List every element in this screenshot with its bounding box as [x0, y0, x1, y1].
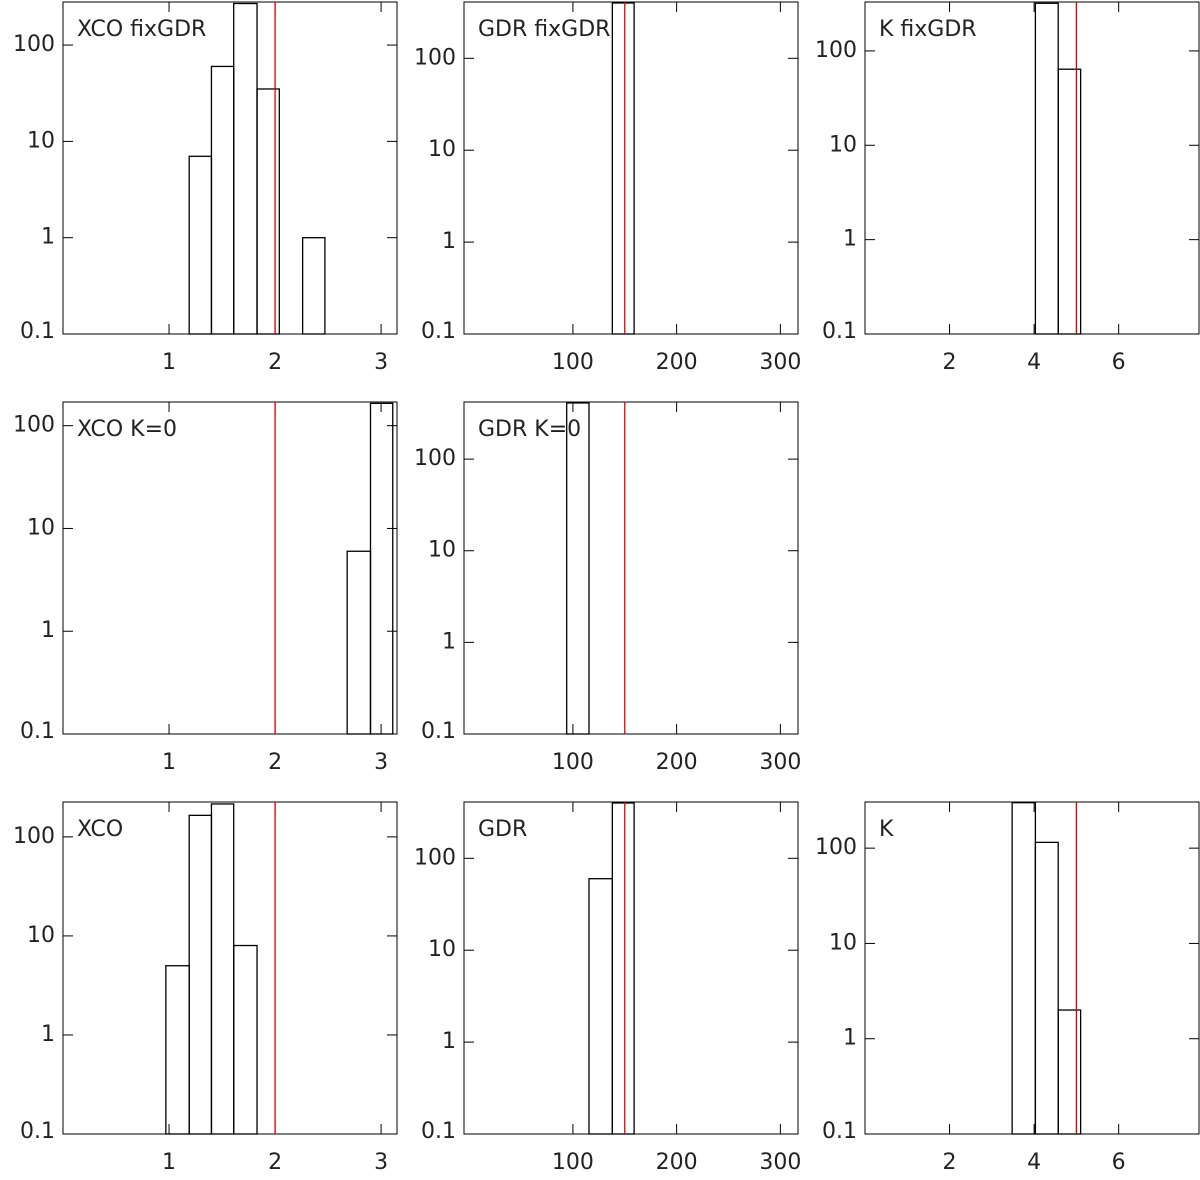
x-tick-label: 6 [1112, 350, 1126, 375]
x-tick-label: 3 [374, 750, 388, 775]
panel-title: K [879, 817, 894, 842]
panel-title: GDR [478, 817, 527, 842]
y-tick-label: 100 [13, 32, 55, 57]
y-tick-label: 1 [41, 1022, 55, 1047]
plot-frame [463, 1, 799, 335]
plot-frame [864, 801, 1200, 1135]
x-tick-label: 6 [1112, 1150, 1126, 1175]
y-tick-label: 100 [13, 413, 55, 438]
x-tick-label: 1 [162, 750, 176, 775]
x-tick-label: 300 [759, 350, 801, 375]
histogram-bar [1011, 802, 1037, 1135]
y-tick-label: 100 [414, 446, 456, 471]
panel-title: XCO [77, 817, 123, 842]
x-tick-label: 3 [374, 350, 388, 375]
y-tick-label: 1 [41, 618, 55, 643]
y-tick-label: 1 [41, 225, 55, 250]
y-tick-label: 0.1 [421, 1119, 456, 1144]
plot-frame [62, 1, 398, 335]
x-tick-label: 200 [656, 750, 698, 775]
histogram-bar [1057, 1009, 1082, 1135]
y-tick-label: 10 [829, 132, 857, 157]
x-tick-label: 2 [943, 1150, 957, 1175]
y-tick-label: 100 [815, 835, 857, 860]
panel-title: XCO K=0 [77, 417, 177, 442]
histogram-bar [1034, 2, 1059, 335]
y-tick-label: 0.1 [20, 719, 55, 744]
y-tick-label: 10 [27, 923, 55, 948]
histogram-bar [588, 878, 613, 1135]
x-tick-label: 200 [656, 1150, 698, 1175]
histogram-bar [1034, 841, 1059, 1135]
y-tick-label: 1 [442, 629, 456, 654]
y-tick-label: 10 [27, 515, 55, 540]
plot-frame [864, 1, 1200, 335]
x-tick-label: 1 [162, 1150, 176, 1175]
x-tick-label: 4 [1027, 350, 1041, 375]
y-tick-label: 0.1 [20, 319, 55, 344]
histogram-bar [611, 2, 635, 335]
x-tick-label: 300 [759, 750, 801, 775]
x-tick-label: 200 [656, 350, 698, 375]
x-tick-label: 2 [268, 750, 282, 775]
histogram-bar [611, 802, 635, 1135]
histogram-bar [369, 402, 394, 735]
x-tick-label: 100 [552, 750, 594, 775]
x-tick-label: 2 [268, 1150, 282, 1175]
plot-frame [62, 401, 398, 735]
plot-frame [463, 401, 799, 735]
histogram-bar [256, 88, 280, 335]
x-tick-label: 100 [552, 1150, 594, 1175]
panel-title: GDR fixGDR [478, 17, 610, 42]
x-tick-label: 1 [162, 350, 176, 375]
plot-frame [62, 801, 398, 1135]
x-tick-label: 3 [374, 1150, 388, 1175]
y-tick-label: 1 [442, 229, 456, 254]
x-tick-label: 2 [268, 350, 282, 375]
histogram-bar [210, 803, 235, 1135]
y-tick-label: 100 [815, 38, 857, 63]
y-tick-label: 0.1 [822, 1119, 857, 1144]
y-tick-label: 0.1 [421, 319, 456, 344]
y-tick-label: 10 [428, 937, 456, 962]
histogram-bar [566, 402, 590, 735]
y-tick-label: 0.1 [20, 1119, 55, 1144]
y-tick-label: 1 [442, 1029, 456, 1054]
histogram-bar [301, 237, 326, 335]
y-tick-label: 10 [27, 128, 55, 153]
y-tick-label: 10 [428, 538, 456, 563]
y-tick-label: 100 [13, 824, 55, 849]
y-tick-label: 0.1 [421, 719, 456, 744]
x-tick-label: 4 [1027, 1150, 1041, 1175]
panel-title: K fixGDR [879, 17, 977, 42]
histogram-bar [210, 65, 235, 335]
y-tick-label: 100 [414, 45, 456, 70]
histogram-bar [233, 944, 258, 1135]
x-tick-label: 2 [943, 350, 957, 375]
histogram-bar [346, 550, 372, 735]
x-tick-label: 100 [552, 350, 594, 375]
histogram-bar [233, 2, 258, 335]
y-tick-label: 1 [843, 1026, 857, 1051]
y-tick-label: 10 [428, 137, 456, 162]
histogram-bar [188, 155, 213, 335]
histogram-bar [188, 814, 213, 1135]
histogram-bar [165, 965, 190, 1135]
plot-frame [463, 801, 799, 1135]
panel-title: GDR K=0 [478, 417, 581, 442]
x-tick-label: 300 [759, 1150, 801, 1175]
y-tick-label: 0.1 [822, 319, 857, 344]
panel-title: XCO fixGDR [77, 17, 206, 42]
y-tick-label: 1 [843, 227, 857, 252]
y-tick-label: 100 [414, 845, 456, 870]
y-tick-label: 10 [829, 930, 857, 955]
histogram-bar [1057, 68, 1082, 335]
